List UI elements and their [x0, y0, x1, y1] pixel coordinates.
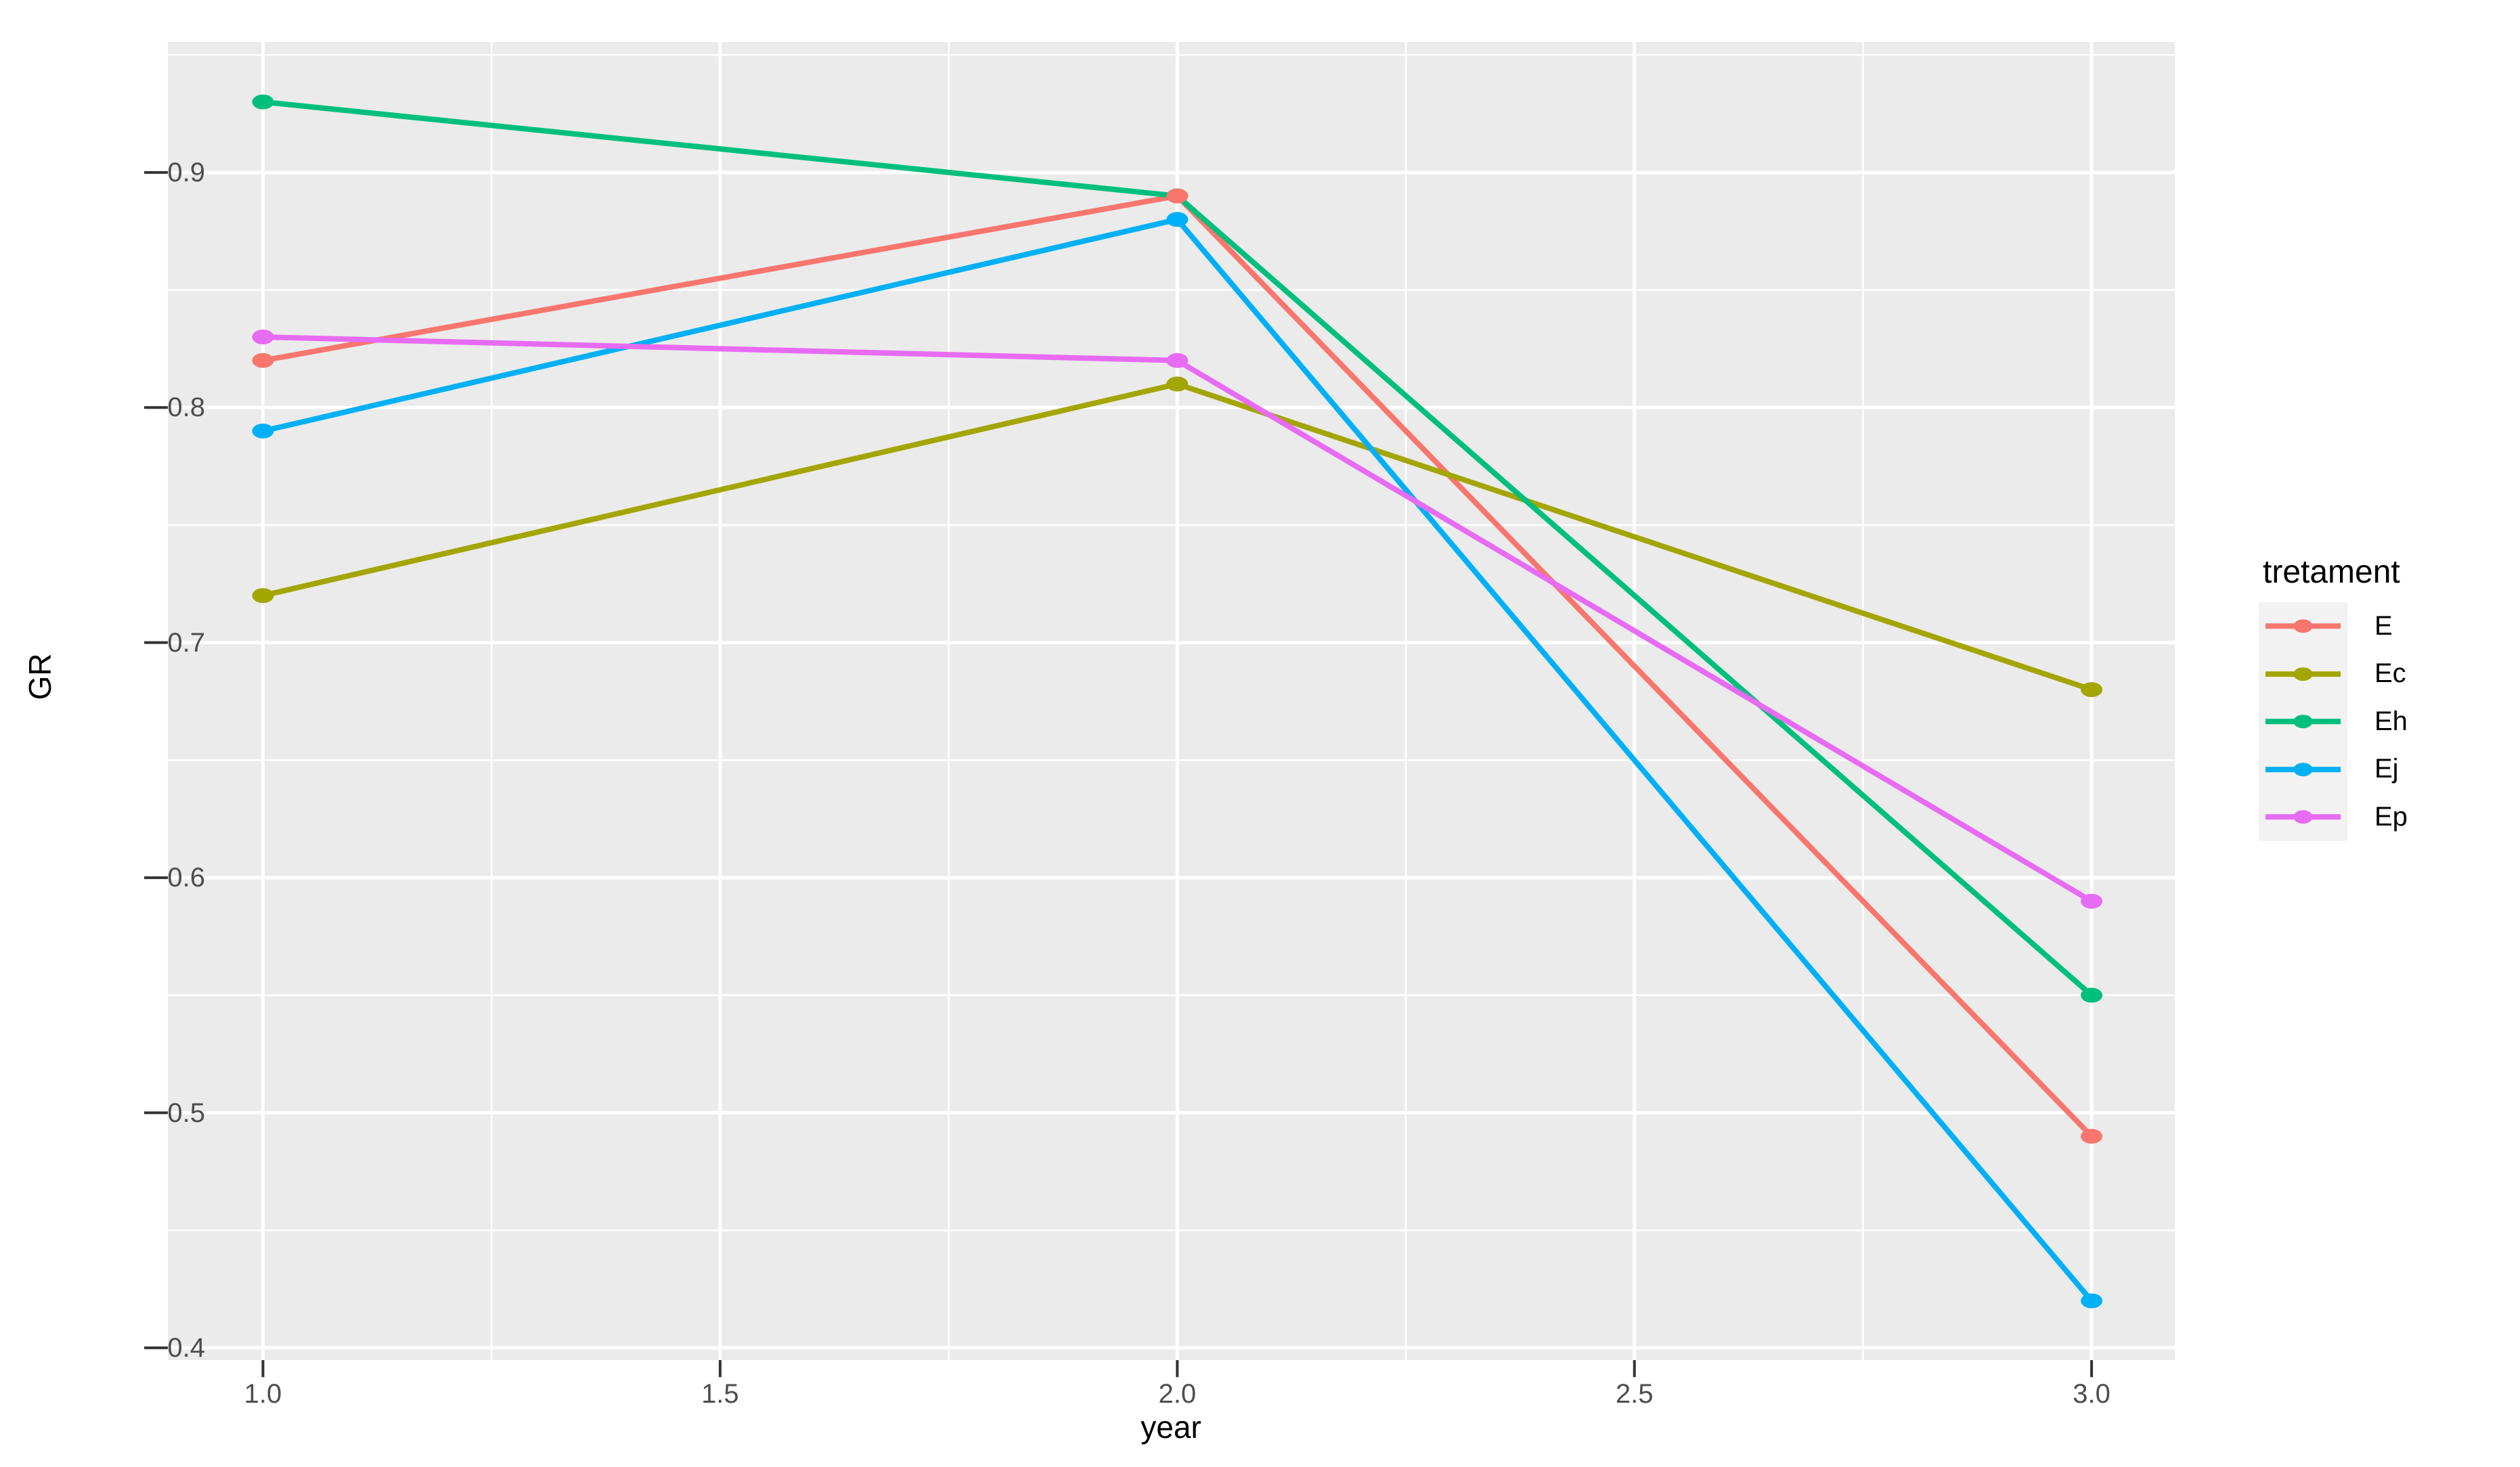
plot-panel — [168, 42, 2175, 1360]
legend-point-Ej — [2293, 762, 2313, 776]
legend-key-Ep — [2259, 793, 2347, 841]
legend-point-Eh — [2293, 715, 2313, 729]
series-Ej-point — [1166, 212, 1189, 227]
y-tick-label: 0.7 — [167, 627, 205, 658]
series-Ep-point — [1166, 353, 1189, 368]
series-Ep-points — [252, 330, 2103, 909]
legend-key-glyph-Ec — [2265, 667, 2341, 681]
y-axis-title: GR — [22, 653, 58, 700]
y-tick-label: 0.9 — [167, 157, 205, 187]
legend-label-E: E — [2374, 610, 2393, 641]
legend-key-Ej — [2259, 745, 2347, 793]
series-Ec-points — [252, 376, 2103, 698]
series-E-point — [2081, 1129, 2103, 1144]
legend-key-glyph-Eh — [2265, 715, 2341, 729]
y-tick-label: 0.5 — [167, 1098, 205, 1128]
series-Ec-point — [2081, 682, 2103, 698]
legend-key-glyph-Ep — [2265, 810, 2341, 824]
y-tick-label: 0.8 — [167, 392, 205, 423]
minor-gridlines — [168, 42, 2175, 1360]
axis-ticks — [144, 171, 2094, 1378]
series-Ej-point — [2081, 1293, 2103, 1309]
legend-key-E — [2259, 602, 2347, 650]
legend-label-Ec: Ec — [2374, 658, 2406, 689]
y-tick-label: 0.4 — [167, 1332, 205, 1363]
x-axis-title: year — [1141, 1409, 1201, 1445]
legend-label-Ej: Ej — [2374, 754, 2399, 784]
legend-point-Ec — [2293, 667, 2313, 681]
series-Ej-point — [252, 423, 274, 438]
x-tick-label: 3.0 — [2073, 1379, 2110, 1409]
series-E-point — [1166, 188, 1189, 204]
series-E-points — [252, 188, 2103, 1144]
y-tick-label: 0.6 — [167, 863, 205, 893]
series-Ej-points — [252, 212, 2103, 1309]
legend-key-Eh — [2259, 698, 2347, 746]
x-tick-label: 2.5 — [1615, 1379, 1654, 1409]
legend-key-glyph-E — [2265, 619, 2341, 633]
legend-key-Ec — [2259, 650, 2347, 698]
series-Ep-point — [252, 330, 274, 345]
x-tick-label: 1.0 — [244, 1379, 282, 1409]
legend-label-Eh: Eh — [2374, 706, 2408, 736]
legend-point-E — [2293, 619, 2313, 633]
series-Ec-point — [252, 588, 274, 604]
major-gridlines — [168, 42, 2175, 1360]
legend-point-Ep — [2293, 810, 2313, 824]
series-Ec-point — [1166, 376, 1189, 392]
series-Eh-point — [2081, 987, 2103, 1003]
legend-label-Ep: Ep — [2374, 801, 2408, 832]
x-tick-label: 1.5 — [701, 1379, 739, 1409]
series-Eh-point — [252, 94, 274, 110]
series-Ep-point — [2081, 893, 2103, 909]
legend-key-glyph-Ej — [2265, 762, 2341, 776]
legend-title: tretament — [2263, 554, 2400, 590]
series-E-point — [252, 353, 274, 368]
x-tick-label: 2.0 — [1158, 1379, 1197, 1409]
